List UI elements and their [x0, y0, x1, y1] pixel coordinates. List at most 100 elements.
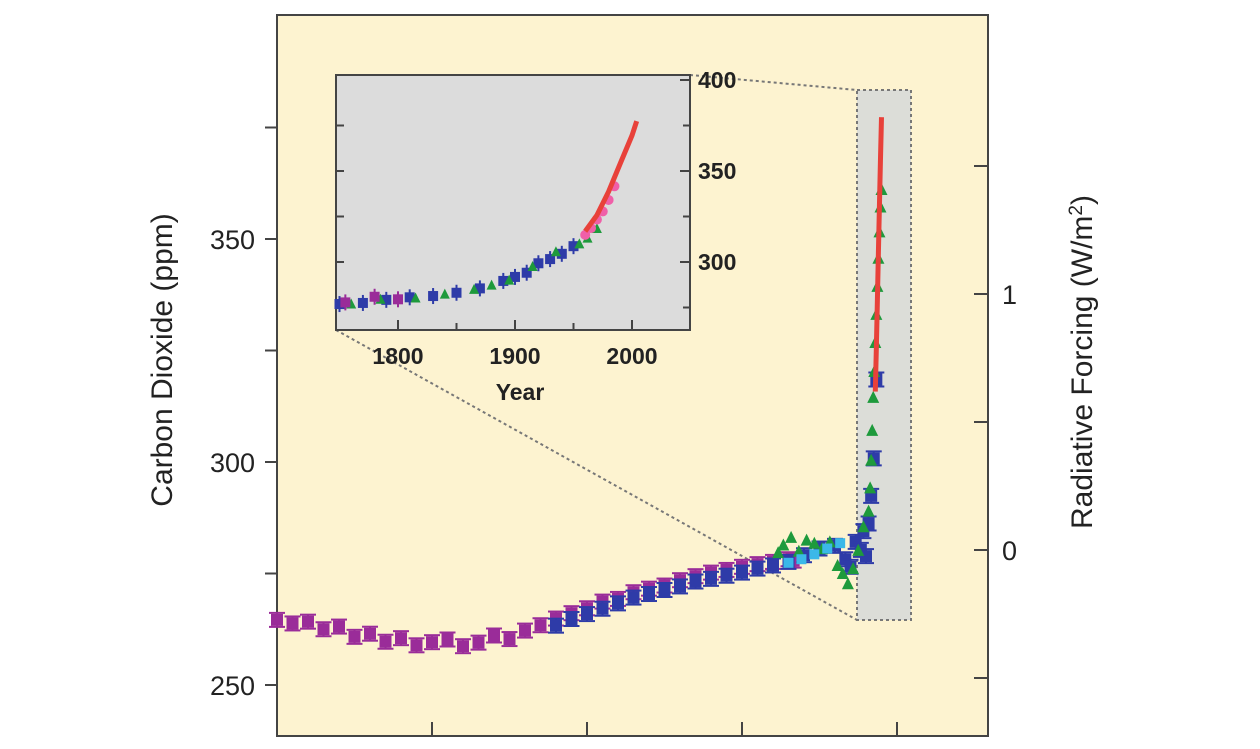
inset-point-magenta: [369, 291, 380, 302]
data-point-blue: [565, 612, 578, 625]
inset-point-blue: [510, 271, 520, 282]
data-point-blue: [612, 597, 624, 610]
inset-point-blue: [556, 248, 567, 259]
forcing-tick-label: 0: [1002, 536, 1017, 566]
inset-point-magenta: [393, 294, 403, 305]
inset-point-blue: [451, 287, 462, 298]
data-point-green: [836, 567, 849, 580]
data-point-magenta: [472, 636, 485, 649]
inset-point-blue: [533, 258, 544, 269]
forcing-tick-label: 1: [1002, 280, 1017, 310]
inset-point-blue: [357, 297, 368, 308]
data-point-blue: [581, 608, 593, 621]
series-red-line: [872, 117, 884, 392]
inset-point-blue: [381, 294, 392, 305]
data-point-green: [792, 544, 805, 557]
data-point-green: [808, 536, 821, 549]
inset-point-blue: [521, 267, 532, 278]
data-point-magenta: [457, 640, 469, 653]
inset-point-green: [439, 288, 450, 299]
inset-point-blue: [568, 241, 579, 252]
data-point-magenta: [333, 620, 345, 633]
data-point-blue: [550, 619, 562, 632]
inset-point-green: [550, 246, 561, 257]
data-point-green: [852, 543, 865, 556]
main-y-axis-ticks: 250 300 350: [210, 126, 277, 701]
data-point-green: [862, 504, 875, 517]
inset-point-green: [504, 274, 515, 285]
data-point-blue: [736, 566, 748, 579]
main-x-axis-ticks: [276, 722, 898, 736]
y-axis-title: Carbon Dioxide (ppm): [146, 213, 179, 506]
data-point-cyan: [809, 549, 820, 560]
data-point-green: [785, 530, 798, 543]
inset-point-blue: [474, 283, 485, 294]
recent-period-highlight: [856, 89, 912, 621]
data-point-blue: [720, 569, 733, 582]
data-point-green: [864, 481, 877, 494]
data-point-blue: [627, 591, 640, 604]
data-point-blue: [596, 602, 609, 615]
inset-point-magenta: [340, 297, 351, 308]
data-point-magenta: [364, 627, 376, 640]
data-point-blue: [767, 559, 779, 572]
inset-point-blue: [498, 275, 509, 286]
data-point-magenta: [302, 615, 314, 628]
inset-point-green: [410, 292, 421, 303]
zoom-connector-top: [689, 74, 858, 91]
inset-x-tick-label: 1900: [489, 343, 540, 369]
inset-x-tick-label: 2000: [606, 343, 657, 369]
inset-point-green: [574, 238, 585, 249]
inset-point-blue: [545, 254, 556, 265]
data-point-magenta: [488, 629, 500, 642]
y-tick-label: 250: [210, 671, 255, 701]
data-point-blue: [705, 572, 717, 585]
inset-point-blue: [428, 291, 439, 302]
data-point-green: [831, 559, 844, 572]
data-point-blue: [658, 584, 671, 597]
data-point-magenta: [503, 633, 516, 646]
inset-point-green: [486, 279, 497, 290]
data-point-green: [847, 562, 860, 575]
inset-point-green: [469, 283, 480, 294]
data-point-blue: [643, 588, 655, 601]
inset-y-tick-label: 350: [698, 158, 736, 184]
inset-y-tick-label: 300: [698, 249, 736, 275]
data-point-green: [866, 423, 879, 436]
inset-x-tick-label: 1800: [372, 343, 423, 369]
y2-axis-title-superscript: 2: [1066, 205, 1087, 216]
inset-point-blue: [334, 299, 345, 310]
data-point-magenta: [534, 619, 547, 632]
data-point-magenta: [379, 635, 392, 648]
y-tick-label: 300: [210, 448, 255, 478]
data-point-magenta: [395, 632, 407, 645]
inset-point-blue: [404, 292, 415, 303]
inset-point-pink: [580, 229, 591, 240]
data-point-cyan: [783, 557, 794, 568]
data-point-blue: [751, 562, 764, 575]
data-point-green: [857, 520, 870, 533]
data-point-magenta: [426, 636, 438, 649]
inset-y-tick-label: 400: [698, 67, 736, 93]
data-point-magenta: [441, 633, 454, 646]
data-point-blue: [689, 575, 702, 588]
data-point-magenta: [348, 630, 361, 643]
data-point-green: [865, 453, 878, 466]
y2-axis-title: Radiative Forcing (W/m2): [1066, 195, 1100, 529]
data-point-green: [772, 546, 785, 559]
data-point-blue: [860, 550, 872, 563]
data-point-green: [841, 577, 854, 590]
data-point-cyan: [796, 554, 807, 565]
data-point-magenta: [519, 624, 531, 637]
inset-plot-series: [334, 120, 640, 313]
data-point-magenta: [286, 617, 299, 630]
data-point-cyan: [835, 538, 846, 549]
inset-series-red-line: [583, 120, 640, 233]
data-point-green: [777, 538, 790, 551]
forcing-axis-ticks: 01: [974, 165, 1017, 679]
data-point-magenta: [271, 613, 283, 626]
data-point-blue: [674, 580, 686, 593]
data-point-green: [867, 390, 880, 403]
inset-point-green: [527, 261, 538, 272]
